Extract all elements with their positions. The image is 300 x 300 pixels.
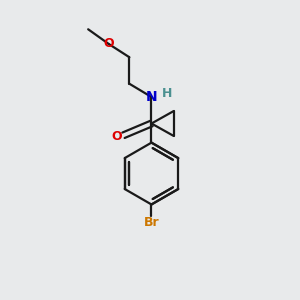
- Text: O: O: [103, 37, 113, 50]
- Text: H: H: [162, 87, 172, 100]
- Text: Br: Br: [144, 216, 159, 229]
- Text: O: O: [112, 130, 122, 143]
- Text: N: N: [146, 90, 157, 104]
